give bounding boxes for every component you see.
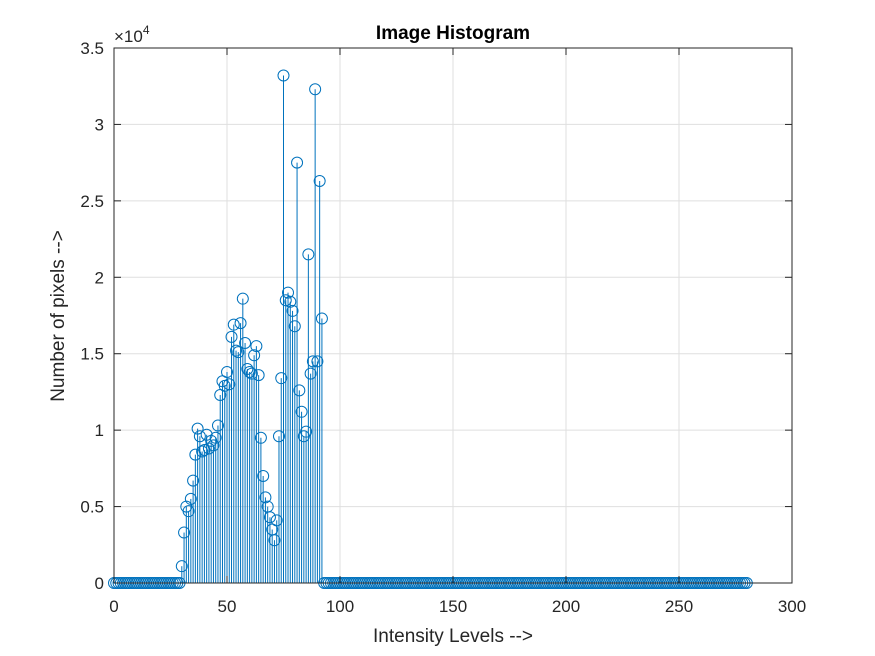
stem-marker — [250, 340, 263, 353]
stem-marker — [241, 363, 254, 375]
y-tick-labels: 0 0.5 1 1.5 2 2.5 3 3.5 — [80, 39, 104, 593]
y-tick-label: 1 — [95, 421, 104, 440]
stem-marker — [311, 355, 324, 368]
stem-marker — [236, 292, 249, 305]
stem-marker — [184, 492, 197, 505]
stem-marker — [304, 367, 317, 380]
stem-marker — [263, 511, 276, 524]
y-tick-label: 0.5 — [80, 498, 104, 517]
stem-marker — [182, 505, 195, 518]
stem-marker — [239, 337, 252, 350]
stem-marker — [286, 304, 299, 317]
y-axis-label: Number of pixels --> — [48, 230, 69, 402]
x-tick-label: 300 — [778, 597, 806, 616]
stem-marker — [282, 286, 295, 299]
y-tick-label: 3.5 — [80, 39, 104, 58]
stem-marker — [315, 312, 328, 325]
stem-marker — [259, 491, 272, 504]
stem-marker — [257, 470, 270, 482]
x-tick-label: 100 — [326, 597, 354, 616]
x-tick-label: 0 — [109, 597, 118, 616]
stem-marker — [302, 248, 315, 261]
axis-ticks — [113, 47, 793, 584]
stem-marker — [306, 355, 319, 368]
y-tick-label: 2 — [95, 268, 104, 287]
y-tick-label: 0 — [95, 574, 104, 593]
x-tick-label: 200 — [552, 597, 580, 616]
x-tick-label: 50 — [218, 597, 237, 616]
stem-marker — [275, 372, 288, 385]
y-tick-label: 3 — [95, 115, 104, 134]
stem-marker — [300, 425, 313, 438]
stem-marker — [178, 526, 191, 539]
stem-marker — [225, 330, 238, 343]
stem-marker — [227, 318, 240, 331]
stem-marker — [279, 294, 292, 307]
y-axis-exponent: ×104 — [114, 23, 150, 46]
stem-marker — [218, 379, 231, 392]
stem-marker — [223, 378, 236, 391]
stem-marker — [268, 534, 281, 547]
stem-marker — [252, 369, 265, 382]
y-tick-label: 2.5 — [80, 192, 104, 211]
stem-marker — [232, 346, 245, 359]
stem-marker — [221, 366, 233, 379]
x-tick-label: 250 — [665, 597, 693, 616]
stem-marker — [248, 349, 261, 362]
x-axis-label: Intensity Levels --> — [373, 626, 533, 647]
stem-marker — [196, 445, 209, 458]
stem-marker — [277, 69, 290, 82]
y-exponent-base: ×10 — [114, 27, 143, 46]
stem-marker — [270, 514, 283, 527]
stem-marker — [309, 83, 322, 96]
stem-marker — [288, 320, 301, 333]
stem-marker — [207, 439, 220, 452]
stem-marker — [291, 156, 304, 169]
stem-marker — [254, 431, 267, 444]
stem-marker — [243, 366, 256, 379]
stem-marker — [293, 384, 306, 397]
x-tick-label: 150 — [439, 597, 467, 616]
stem-marker — [230, 344, 243, 357]
stem-marker — [209, 431, 222, 444]
stem-marker — [313, 174, 326, 187]
stem-marker — [295, 405, 308, 418]
stem-marker — [211, 419, 224, 432]
stem-marker — [284, 295, 297, 308]
stem-marker — [187, 474, 200, 487]
y-tick-label: 1.5 — [80, 345, 104, 364]
stem-marker — [191, 422, 204, 435]
y-exponent-power: 4 — [143, 23, 150, 37]
stem-series — [181, 75, 323, 583]
chart-title: Image Histogram — [376, 23, 530, 44]
stem-marker — [200, 428, 213, 441]
stem-marker — [193, 430, 206, 443]
x-tick-labels: 0 50 100 150 200 250 300 — [109, 597, 806, 616]
stem-marker — [175, 560, 188, 573]
stem-marker — [245, 367, 258, 380]
stem-marker — [272, 430, 285, 443]
stem-marker — [234, 317, 247, 330]
